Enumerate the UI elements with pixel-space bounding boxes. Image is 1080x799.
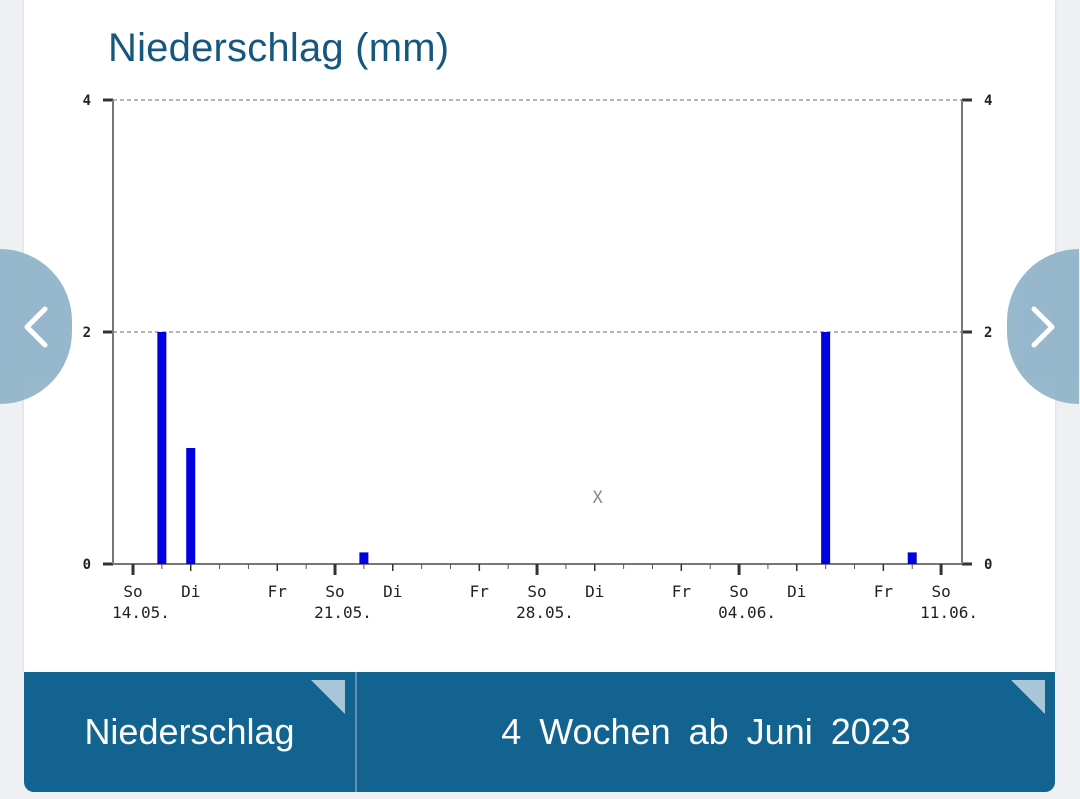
x-date-label: 11.06.: [920, 603, 978, 622]
y-tick-label-right: 0: [984, 557, 992, 573]
x-day-label: Fr: [672, 582, 692, 601]
y-tick-label-left: 0: [83, 557, 91, 573]
x-day-label: So: [123, 582, 142, 601]
chart-annotation: X: [593, 488, 604, 508]
bottom-selector-bar: Niederschlag 4 Wochen ab Juni 2023: [24, 672, 1055, 792]
x-date-label: 04.06.: [718, 603, 776, 622]
x-day-label: So: [325, 582, 344, 601]
y-tick-label-right: 4: [984, 93, 992, 109]
x-day-label: Di: [585, 582, 604, 601]
chevron-left-icon: [24, 306, 48, 347]
dropdown-corner-icon: [311, 680, 345, 714]
parameter-label: Niederschlag: [84, 711, 295, 752]
bar: [907, 552, 917, 564]
chevron-right-icon: [1031, 306, 1055, 347]
x-day-label: Di: [181, 582, 200, 601]
precipitation-chart: 0 0 2 2 4 4 So Di Fr So Di Fr So Di Fr So Di Fr So 14.05. 21…: [83, 93, 993, 622]
y-tick-label-right: 2: [984, 325, 992, 341]
period-selector[interactable]: 4 Wochen ab Juni 2023: [357, 672, 1055, 792]
bar: [359, 552, 369, 564]
x-day-label: Fr: [470, 582, 490, 601]
x-day-label: So: [527, 582, 546, 601]
x-day-label: Fr: [268, 582, 288, 601]
y-tick-label-left: 4: [83, 93, 91, 109]
x-date-label: 21.05.: [314, 603, 372, 622]
y-tick-label-left: 2: [83, 325, 91, 341]
x-day-label: So: [931, 582, 950, 601]
x-date-label: 28.05.: [516, 603, 574, 622]
x-day-label: Fr: [874, 582, 894, 601]
bar: [821, 332, 831, 564]
bar: [157, 332, 167, 564]
chart-title: Niederschlag (mm): [108, 26, 450, 70]
bar: [186, 448, 196, 564]
period-label: 4 Wochen ab Juni 2023: [501, 711, 911, 752]
x-day-label: So: [729, 582, 748, 601]
dropdown-corner-icon: [1011, 680, 1045, 714]
x-date-label: 14.05.: [112, 603, 170, 622]
parameter-selector[interactable]: Niederschlag: [24, 672, 357, 792]
x-day-label: Di: [383, 582, 402, 601]
x-day-label: Di: [787, 582, 806, 601]
chart-card: [24, 0, 1055, 672]
